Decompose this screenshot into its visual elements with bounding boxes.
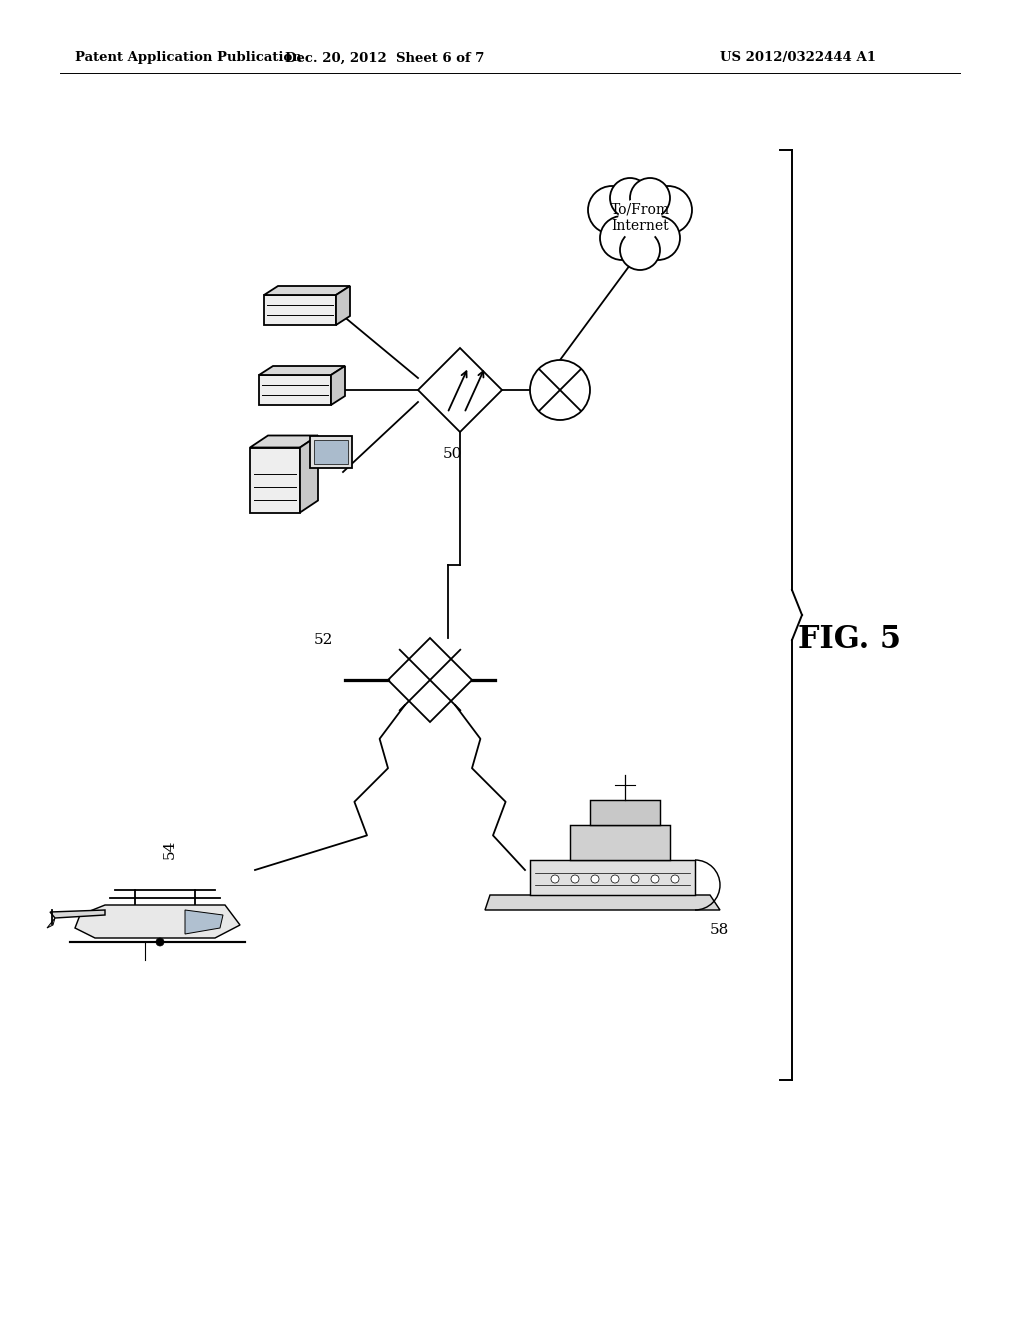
Polygon shape — [485, 895, 720, 909]
Polygon shape — [570, 825, 670, 861]
Text: FIG. 5: FIG. 5 — [799, 624, 901, 656]
Circle shape — [530, 360, 590, 420]
Circle shape — [651, 875, 659, 883]
Polygon shape — [250, 447, 300, 512]
Text: 52: 52 — [313, 634, 333, 647]
Text: To/From
Internet: To/From Internet — [610, 203, 670, 234]
Polygon shape — [250, 436, 318, 447]
Polygon shape — [264, 294, 336, 325]
Text: 54: 54 — [163, 840, 177, 859]
Polygon shape — [259, 375, 331, 405]
Circle shape — [610, 190, 670, 249]
Text: Patent Application Publication: Patent Application Publication — [75, 51, 302, 65]
Circle shape — [636, 216, 680, 260]
Text: Dec. 20, 2012  Sheet 6 of 7: Dec. 20, 2012 Sheet 6 of 7 — [286, 51, 484, 65]
Polygon shape — [47, 917, 55, 928]
Polygon shape — [331, 366, 345, 405]
Polygon shape — [530, 861, 695, 895]
Circle shape — [551, 875, 559, 883]
Circle shape — [644, 186, 692, 234]
Circle shape — [611, 875, 618, 883]
Circle shape — [618, 198, 662, 242]
Polygon shape — [388, 638, 472, 722]
Polygon shape — [50, 909, 105, 917]
Circle shape — [671, 875, 679, 883]
Text: 58: 58 — [710, 923, 729, 937]
Circle shape — [156, 939, 164, 946]
Polygon shape — [264, 286, 350, 294]
Circle shape — [610, 178, 650, 218]
Polygon shape — [185, 909, 223, 935]
Circle shape — [620, 230, 660, 271]
Polygon shape — [259, 366, 345, 375]
Circle shape — [591, 875, 599, 883]
Circle shape — [630, 178, 670, 218]
Polygon shape — [300, 436, 318, 512]
Circle shape — [571, 875, 579, 883]
Circle shape — [631, 875, 639, 883]
Polygon shape — [336, 286, 350, 325]
Polygon shape — [418, 348, 502, 432]
Polygon shape — [310, 436, 352, 469]
Polygon shape — [314, 440, 348, 465]
Circle shape — [600, 216, 644, 260]
Circle shape — [588, 186, 636, 234]
Text: 50: 50 — [442, 447, 462, 461]
Polygon shape — [75, 906, 240, 939]
Text: US 2012/0322444 A1: US 2012/0322444 A1 — [720, 51, 876, 65]
Polygon shape — [590, 800, 660, 825]
